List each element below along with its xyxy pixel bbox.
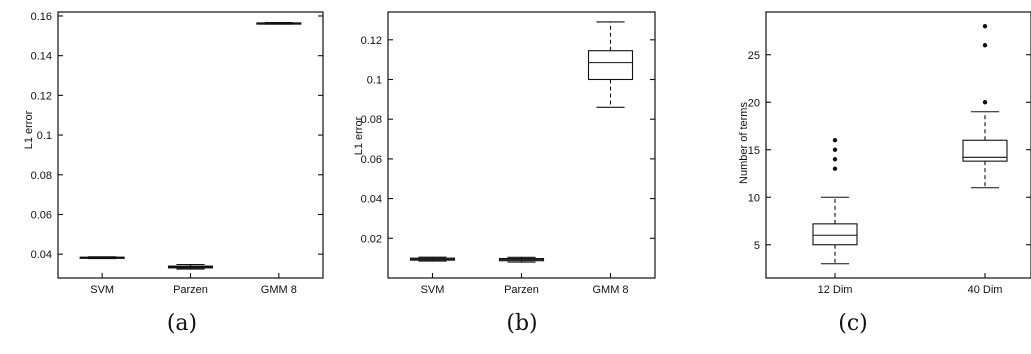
interquartile-box	[962, 139, 1008, 162]
box-svm	[79, 256, 125, 260]
outlier-point	[982, 100, 988, 105]
y-tick-label: 0.16	[31, 11, 52, 23]
outlier-point	[832, 138, 838, 143]
y-tick-label: 0.12	[361, 35, 382, 47]
y-tick-label: 25	[748, 50, 760, 62]
outlier-point	[832, 157, 838, 162]
box-12-dim	[812, 138, 858, 265]
box-parzen	[167, 263, 214, 270]
y-tick-label: 0.12	[31, 90, 52, 102]
boxplot-panel-2: 0.02 0.04 0.06 0.08 0.1 0.12 L1 error SVM Parzen…	[353, 11, 656, 336]
box-parzen	[498, 256, 545, 263]
panel-caption: (c)	[838, 311, 868, 336]
y-tick-label: 0.08	[31, 170, 52, 182]
x-tick-label: SVM	[421, 284, 445, 296]
x-tick-label: Parzen	[173, 284, 208, 296]
box-gmm-8	[256, 21, 302, 25]
outlier-point	[832, 166, 838, 171]
y-tick-label: 0.08	[361, 114, 382, 126]
plot-frame	[57, 11, 324, 279]
y-tick-label: 0.04	[361, 194, 382, 206]
y-tick-label: 20	[748, 97, 760, 109]
box-gmm-8	[587, 21, 634, 108]
y-tick-label: 0.02	[361, 233, 382, 245]
y-tick-label: 5	[754, 240, 760, 252]
box-40-dim	[962, 24, 1008, 189]
outlier-point	[832, 147, 838, 152]
outlier-point	[982, 43, 988, 48]
x-tick-label: 40 Dim	[968, 284, 1003, 296]
y-tick-label: 0.06	[31, 209, 52, 221]
interquartile-box	[812, 223, 858, 246]
y-tick-label: 15	[748, 145, 760, 157]
x-tick-label: SVM	[90, 284, 114, 296]
boxplot-panel-3: 5 10 15 20 25 Number of terms 12 Dim 40 Dim (c)	[738, 11, 1031, 336]
panel-caption: (b)	[506, 311, 537, 336]
y-tick-label: 0.04	[31, 249, 52, 261]
panel-caption: (a)	[167, 311, 197, 336]
y-tick-label: 0.1	[367, 74, 382, 86]
y-axis-label: Number of terms	[738, 102, 750, 184]
y-tick-label: 0.1	[37, 130, 52, 142]
y-axis-label: L1 error	[23, 110, 35, 149]
x-tick-label: Parzen	[504, 284, 539, 296]
boxplot-panel-1: 0.04 0.06 0.08 0.1 0.12 0.14 0.16 L1 error SVM Pa…	[23, 11, 324, 336]
y-tick-label: 10	[748, 192, 760, 204]
y-tick-label: 0.06	[361, 154, 382, 166]
box-svm	[409, 256, 456, 262]
x-tick-label: GMM 8	[592, 284, 628, 296]
outlier-point	[982, 24, 988, 29]
y-tick-label: 0.14	[31, 51, 52, 63]
plot-frame	[765, 11, 1031, 279]
y-axis-label: L1 error	[353, 116, 365, 155]
x-tick-label: 12 Dim	[818, 284, 853, 296]
interquartile-box	[587, 50, 634, 81]
x-tick-label: GMM 8	[261, 284, 297, 296]
